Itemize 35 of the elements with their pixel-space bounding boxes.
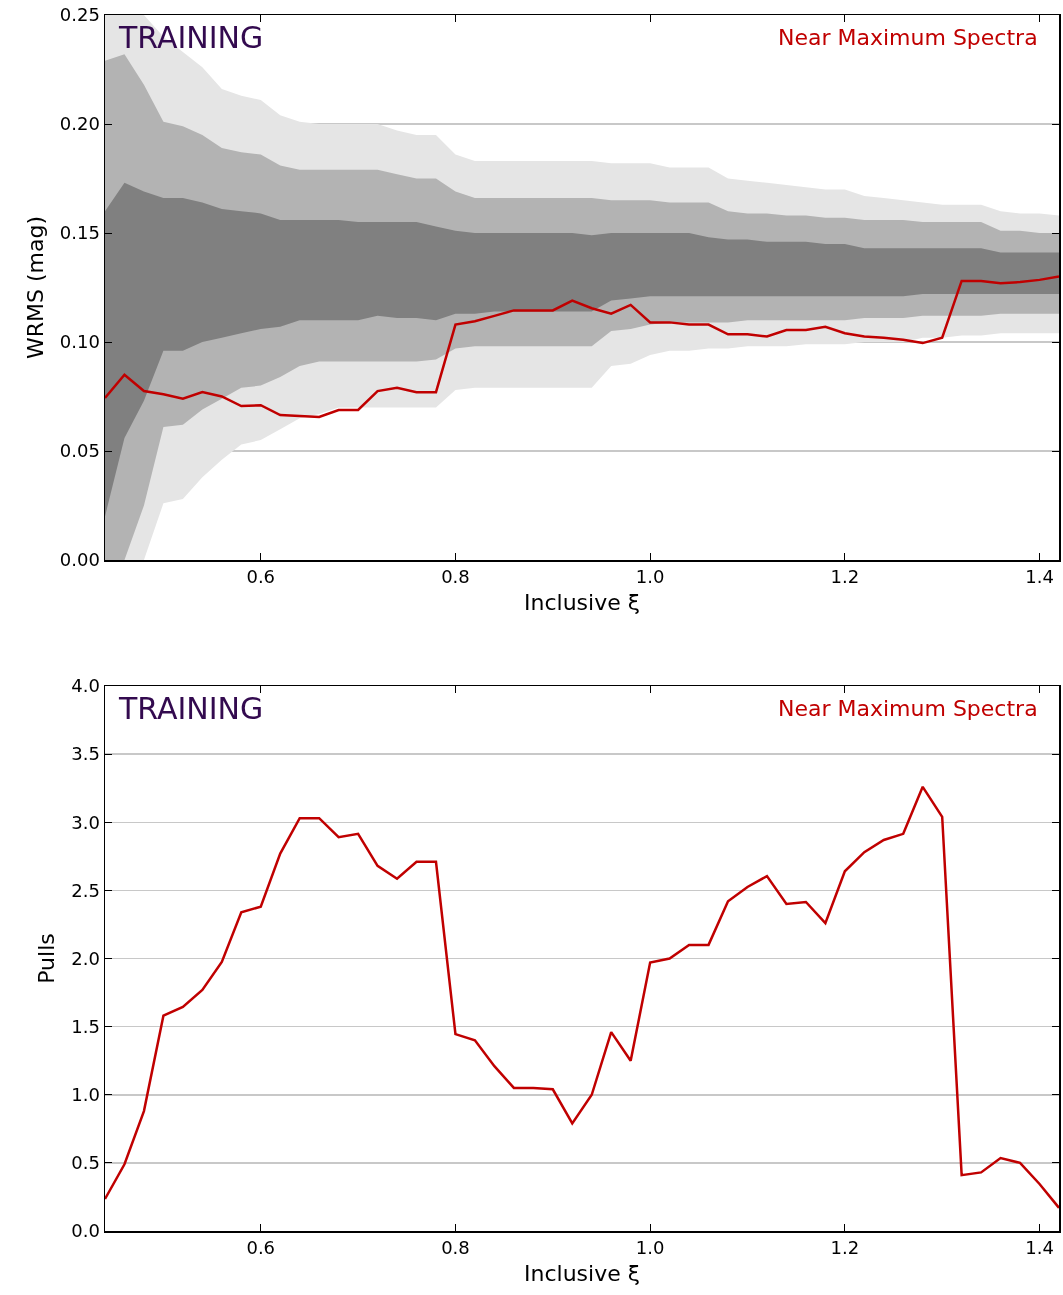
line-series [105,785,1059,1210]
y-axis-title: WRMS (mag) [22,215,48,360]
y-tick-label: 4.0 [71,675,100,697]
y-tick-label: 1.0 [71,1084,100,1106]
y-tick-label: 0.5 [71,1152,100,1174]
x-tick-label: 0.8 [441,566,470,588]
x-axis-title: Inclusive ξ [524,589,640,615]
x-tick-label: 0.8 [441,1237,470,1259]
x-tick-label: 1.4 [1025,1237,1054,1259]
y-tick-label: 0.20 [59,113,100,135]
y-tick-label: 0.10 [59,331,100,353]
y-tick-label: 0.15 [59,222,100,244]
y-tick-label: 0.00 [59,549,100,571]
y-tick-label: 2.5 [71,879,100,901]
y-tick-label: 2.0 [71,947,100,969]
y-tick-label: 0.0 [71,1220,100,1242]
y-axis-title: Pulls [34,933,60,984]
annotation: TRAINING [118,20,264,55]
line-series [105,275,1059,419]
y-tick-label: 1.5 [71,1015,100,1037]
y-tick-label: 0.05 [59,440,100,462]
text: Near Maximum Spectra [778,696,1038,721]
y-tick-label: 0.25 [59,4,100,26]
text: Near Maximum Spectra [778,25,1038,50]
x-tick-label: 1.4 [1025,566,1054,588]
x-axis-title: Inclusive ξ [524,1260,640,1286]
y-tick-label: 3.5 [71,743,100,765]
x-tick-label: 1.0 [635,1237,665,1259]
y-tick-label: 3.0 [71,811,100,833]
x-tick-label: 0.6 [246,1237,276,1259]
x-tick-label: 1.2 [830,566,860,588]
x-tick-label: 1.2 [830,1237,860,1259]
annotation: TRAINING [118,691,264,726]
x-tick-label: 1.0 [635,566,665,588]
x-tick-label: 0.6 [246,566,276,588]
